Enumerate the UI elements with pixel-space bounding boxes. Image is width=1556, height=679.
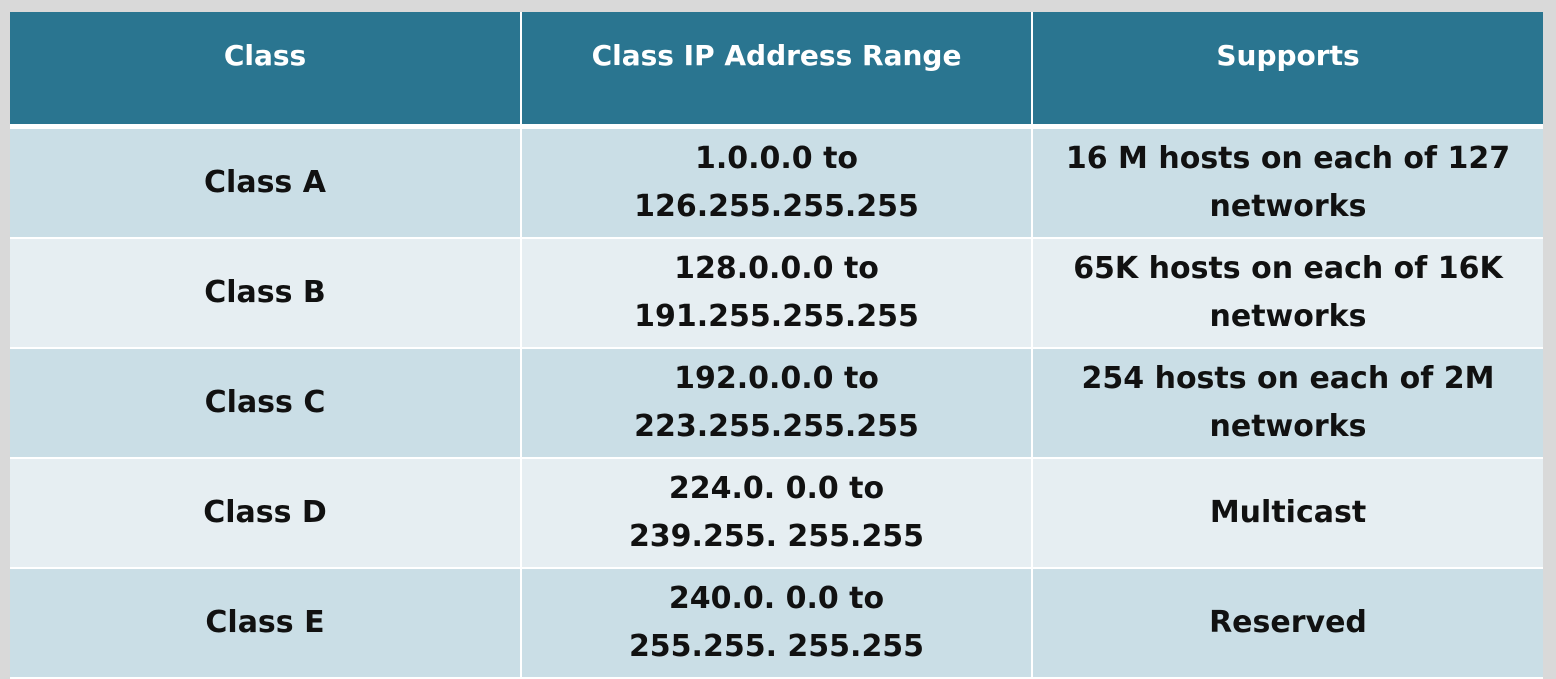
table-row: Class E 240.0. 0.0 to 255.255. 255.255 R…: [10, 568, 1543, 679]
supports-line-1: 65K hosts on each of 16K: [1073, 251, 1503, 286]
table-row: Class C 192.0.0.0 to 223.255.255.255 254…: [10, 348, 1543, 459]
range-end: 239.255. 255.255: [628, 519, 925, 554]
cell-ip-range: 240.0. 0.0 to 255.255. 255.255: [521, 568, 1033, 679]
cell-ip-range: 192.0.0.0 to 223.255.255.255: [521, 348, 1033, 459]
supports-line-1: Reserved: [1209, 605, 1367, 640]
cell-supports: 65K hosts on each of 16K networks: [1032, 238, 1543, 349]
range-end: 191.255.255.255: [634, 299, 919, 334]
range-start: 224.0. 0.0 to: [668, 471, 885, 506]
cell-class: Class A: [10, 126, 522, 239]
supports-line-2: networks: [1209, 409, 1367, 444]
header-class: Class: [10, 12, 522, 129]
cell-supports: Reserved: [1032, 568, 1543, 679]
cell-supports: 16 M hosts on each of 127 networks: [1032, 126, 1543, 239]
cell-class: Class B: [10, 238, 522, 349]
cell-ip-range: 128.0.0.0 to 191.255.255.255: [521, 238, 1033, 349]
range-start: 128.0.0.0 to: [674, 251, 879, 286]
table-body: Class A 1.0.0.0 to 126.255.255.255 16 M …: [10, 126, 1543, 679]
range-start: 240.0. 0.0 to: [668, 581, 885, 616]
table-row: Class D 224.0. 0.0 to 239.255. 255.255 M…: [10, 458, 1543, 569]
range-start: 1.0.0.0 to: [694, 141, 859, 176]
cell-ip-range: 224.0. 0.0 to 239.255. 255.255: [521, 458, 1033, 569]
table-row: Class B 128.0.0.0 to 191.255.255.255 65K…: [10, 238, 1543, 349]
ip-class-table: Class Class IP Address Range Supports Cl…: [10, 12, 1543, 679]
slide-frame: Class Class IP Address Range Supports Cl…: [10, 12, 1543, 679]
supports-line-1: Multicast: [1209, 495, 1367, 530]
supports-line-2: networks: [1209, 189, 1367, 224]
supports-line-1: 16 M hosts on each of 127: [1065, 141, 1511, 176]
range-end: 255.255. 255.255: [628, 629, 925, 664]
header-supports: Supports: [1032, 12, 1543, 129]
header-ip-range: Class IP Address Range: [521, 12, 1033, 129]
range-end: 223.255.255.255: [634, 409, 919, 444]
cell-ip-range: 1.0.0.0 to 126.255.255.255: [521, 126, 1033, 239]
cell-supports: 254 hosts on each of 2M networks: [1032, 348, 1543, 459]
cell-class: Class D: [10, 458, 522, 569]
range-end: 126.255.255.255: [634, 189, 919, 224]
table-row: Class A 1.0.0.0 to 126.255.255.255 16 M …: [10, 126, 1543, 239]
cell-class: Class C: [10, 348, 522, 459]
range-start: 192.0.0.0 to: [674, 361, 879, 396]
supports-line-2: networks: [1209, 299, 1367, 334]
cell-class: Class E: [10, 568, 522, 679]
table-header: Class Class IP Address Range Supports: [10, 12, 1543, 129]
cell-supports: Multicast: [1032, 458, 1543, 569]
supports-line-1: 254 hosts on each of 2M: [1081, 361, 1495, 396]
header-row: Class Class IP Address Range Supports: [10, 12, 1543, 129]
